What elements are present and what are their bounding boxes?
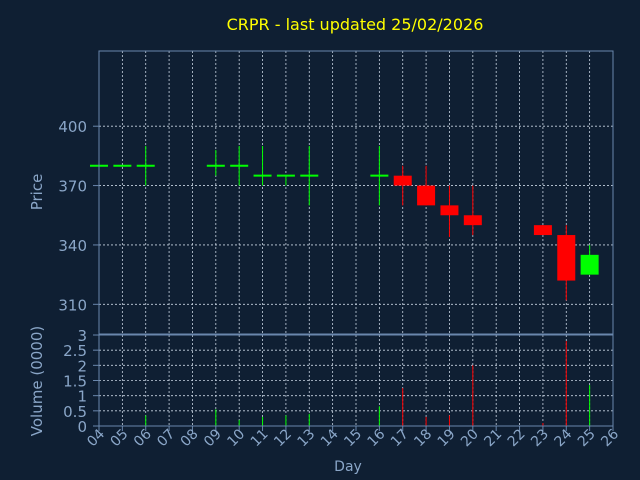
candle-body	[533, 225, 552, 236]
x-tick-label: 23	[528, 426, 552, 450]
volume-tick-label: 2	[77, 357, 87, 375]
candle-body	[393, 175, 412, 186]
volume-grid	[99, 335, 613, 426]
price-axis-ticks: 310 340 370 400	[58, 118, 99, 314]
candle-body	[557, 235, 576, 281]
x-tick-label: 04	[84, 426, 108, 450]
volume-tick-label: 0.5	[63, 403, 87, 421]
x-tick-label: 06	[131, 426, 155, 450]
candle-09	[206, 149, 225, 176]
candle-19	[440, 185, 459, 238]
x-tick-label: 17	[388, 426, 412, 450]
x-tick-label: 22	[505, 426, 529, 450]
candle-body	[463, 215, 482, 226]
price-grid	[99, 51, 613, 334]
volume-tick-label: 2.5	[63, 342, 87, 360]
candle-11	[253, 145, 272, 186]
x-tick-label: 20	[458, 426, 482, 450]
chart-title: CRPR - last updated 25/02/2026	[227, 15, 484, 34]
candle-body	[440, 205, 459, 216]
volume-tick-label: 0	[77, 418, 87, 436]
volume-axis-ticks: 00.511.522.53	[63, 327, 99, 436]
price-tick-label: 310	[58, 296, 87, 314]
candle-24	[557, 225, 576, 301]
x-tick-label: 11	[248, 426, 272, 450]
volume-tick-label: 3	[77, 327, 87, 345]
candle-20	[463, 185, 482, 236]
x-tick-label: 14	[318, 426, 342, 450]
x-tick-label: 15	[341, 426, 365, 450]
x-tick-label: 08	[178, 426, 202, 450]
x-tick-label: 21	[481, 426, 505, 450]
candle-25	[580, 244, 599, 275]
price-tick-label: 340	[58, 237, 87, 255]
volume-bars	[145, 341, 591, 426]
x-tick-label: 19	[435, 426, 459, 450]
x-tick-label: 05	[108, 426, 132, 450]
price-tick-label: 370	[58, 178, 87, 196]
x-tick-label: 07	[154, 426, 178, 450]
price-candles	[90, 145, 599, 301]
price-axis-label: Price	[28, 174, 46, 211]
candle-body	[580, 254, 599, 275]
x-tick-label: 18	[411, 426, 435, 450]
x-tick-label: 09	[201, 426, 225, 450]
candle-16	[370, 145, 389, 206]
candle-17	[393, 165, 412, 206]
x-tick-label: 16	[365, 426, 389, 450]
price-panel-frame	[98, 50, 614, 335]
volume-tick-label: 1	[77, 388, 87, 406]
candle-23	[533, 225, 552, 236]
x-axis-ticks: 04 05 06 07 08 09 10 11 12 13 14 15 16 17 18 19 20 21 22 23…	[84, 426, 622, 450]
candle-12	[276, 174, 295, 186]
x-tick-label: 10	[224, 426, 248, 450]
candle-10	[230, 145, 249, 186]
x-tick-label: 26	[598, 426, 622, 450]
candle-06	[136, 145, 155, 186]
volume-tick-label: 1.5	[63, 373, 87, 391]
x-tick-label: 13	[294, 426, 318, 450]
x-tick-label: 25	[575, 426, 599, 450]
candle-13	[300, 145, 319, 206]
volume-axis-label: Volume (0000)	[28, 326, 46, 436]
x-tick-label: 24	[551, 426, 575, 450]
candle-body	[417, 185, 436, 206]
x-axis-label: Day	[334, 459, 362, 475]
x-tick-label: 12	[271, 426, 295, 450]
candle-18	[417, 165, 436, 206]
price-tick-label: 400	[58, 118, 87, 136]
